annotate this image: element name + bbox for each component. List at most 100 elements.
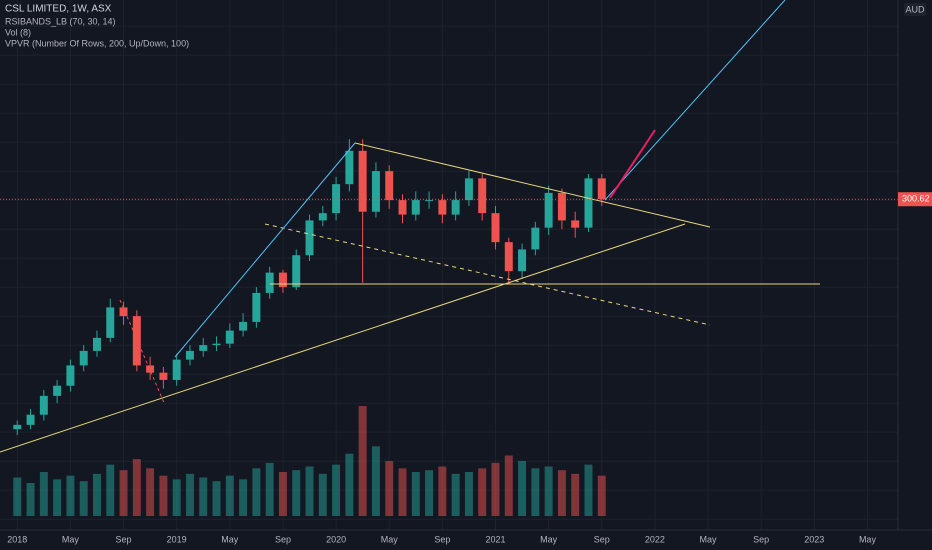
- candle-body: [132, 316, 141, 366]
- price-axis: [898, 0, 932, 550]
- volume-bar: [318, 473, 327, 516]
- candle-body: [146, 365, 155, 373]
- volume-bar: [119, 470, 128, 516]
- volume-bar: [491, 462, 500, 516]
- volume-bar: [332, 464, 341, 516]
- candle-body: [305, 220, 314, 256]
- candle-body: [159, 372, 168, 380]
- volume-bar: [438, 466, 447, 516]
- currency-badge: [904, 3, 926, 16]
- volume-bar: [518, 461, 527, 516]
- volume-bar: [39, 472, 48, 516]
- candle-body: [318, 213, 327, 221]
- candle-body: [504, 242, 513, 272]
- candle-body: [544, 192, 553, 228]
- x-tick-label: 2023: [804, 534, 824, 544]
- candle-body: [278, 272, 287, 288]
- candle-body: [332, 184, 341, 214]
- volume-bar: [451, 473, 460, 516]
- x-tick-label: 2021: [485, 534, 505, 544]
- candle-body: [491, 213, 500, 243]
- currency: AUD: [905, 4, 925, 14]
- volume-bar: [411, 472, 420, 516]
- candle-body: [106, 307, 115, 338]
- x-tick-label: Sep: [594, 534, 610, 544]
- x-tick-label: May: [221, 534, 239, 544]
- volume-bar: [292, 470, 301, 516]
- volume-bar: [478, 468, 487, 516]
- candle-body: [358, 150, 367, 212]
- volume-bar: [597, 475, 606, 516]
- candle-body: [557, 192, 566, 221]
- candle-body: [478, 178, 487, 214]
- candle-body: [26, 414, 35, 425]
- candle-body: [53, 385, 62, 396]
- x-tick-label: 2018: [7, 534, 27, 544]
- trendline: [0, 223, 686, 453]
- volume-bar: [504, 455, 513, 516]
- volume-bar: [571, 473, 580, 516]
- volume-bar: [106, 464, 115, 516]
- candle-body: [597, 178, 606, 200]
- volume-pane: [13, 406, 606, 516]
- volume-bar: [425, 470, 434, 516]
- candle-body: [185, 350, 194, 360]
- candle-body: [172, 359, 181, 380]
- x-tick-label: 2019: [167, 534, 187, 544]
- candles: [13, 139, 606, 436]
- indicator-label: Vol (8): [5, 27, 31, 37]
- volume-bar: [132, 459, 141, 516]
- volume-bar: [584, 464, 593, 516]
- candle-body: [199, 345, 208, 351]
- candle-body: [438, 200, 447, 215]
- grid: [0, 0, 898, 530]
- volume-bar: [305, 466, 314, 516]
- x-tick-label: Sep: [753, 534, 769, 544]
- candle-body: [252, 292, 261, 322]
- candle-body: [398, 200, 407, 215]
- candle-body: [385, 171, 394, 201]
- indicator-label: VPVR (Number Of Rows, 200, Up/Down, 100): [5, 38, 189, 48]
- projection: [609, 129, 656, 199]
- candle-body: [119, 307, 128, 317]
- volume-bar: [146, 468, 155, 516]
- candle-body: [571, 220, 580, 228]
- candle-body: [66, 365, 75, 386]
- volume-bar: [92, 473, 101, 516]
- drawings: [0, 0, 820, 453]
- candle-body: [518, 249, 527, 272]
- volume-bar: [159, 475, 168, 516]
- x-tick-label: Sep: [116, 534, 132, 544]
- candle-body: [425, 200, 434, 202]
- candle-body: [265, 272, 274, 293]
- candle-body: [531, 227, 540, 250]
- trendline: [354, 142, 711, 228]
- indicator-label: RSIBANDS_LB (70, 30, 14): [5, 16, 116, 26]
- volume-bar: [53, 479, 62, 516]
- candle-body: [451, 200, 460, 215]
- candle-body: [13, 424, 22, 430]
- candle-body: [225, 330, 234, 344]
- candle-body: [292, 255, 301, 288]
- volume-bar: [66, 475, 75, 516]
- volume-bar: [557, 470, 566, 516]
- candle-body: [411, 200, 420, 215]
- volume-bar: [464, 472, 473, 516]
- x-tick-label: May: [381, 534, 399, 544]
- volume-bar: [225, 475, 234, 516]
- candle-body: [584, 178, 593, 228]
- x-tick-label: Sep: [434, 534, 450, 544]
- volume-bar: [172, 479, 181, 516]
- candle-body: [345, 150, 354, 185]
- x-tick-label: May: [859, 534, 877, 544]
- x-tick-label: May: [540, 534, 558, 544]
- x-tick-label: 2022: [645, 534, 665, 544]
- candle-body: [92, 337, 101, 351]
- volume-bar: [278, 472, 287, 516]
- x-tick-label: Sep: [275, 534, 291, 544]
- volume-bar: [252, 468, 261, 516]
- volume-bar: [385, 461, 394, 516]
- volume-bar: [345, 453, 354, 516]
